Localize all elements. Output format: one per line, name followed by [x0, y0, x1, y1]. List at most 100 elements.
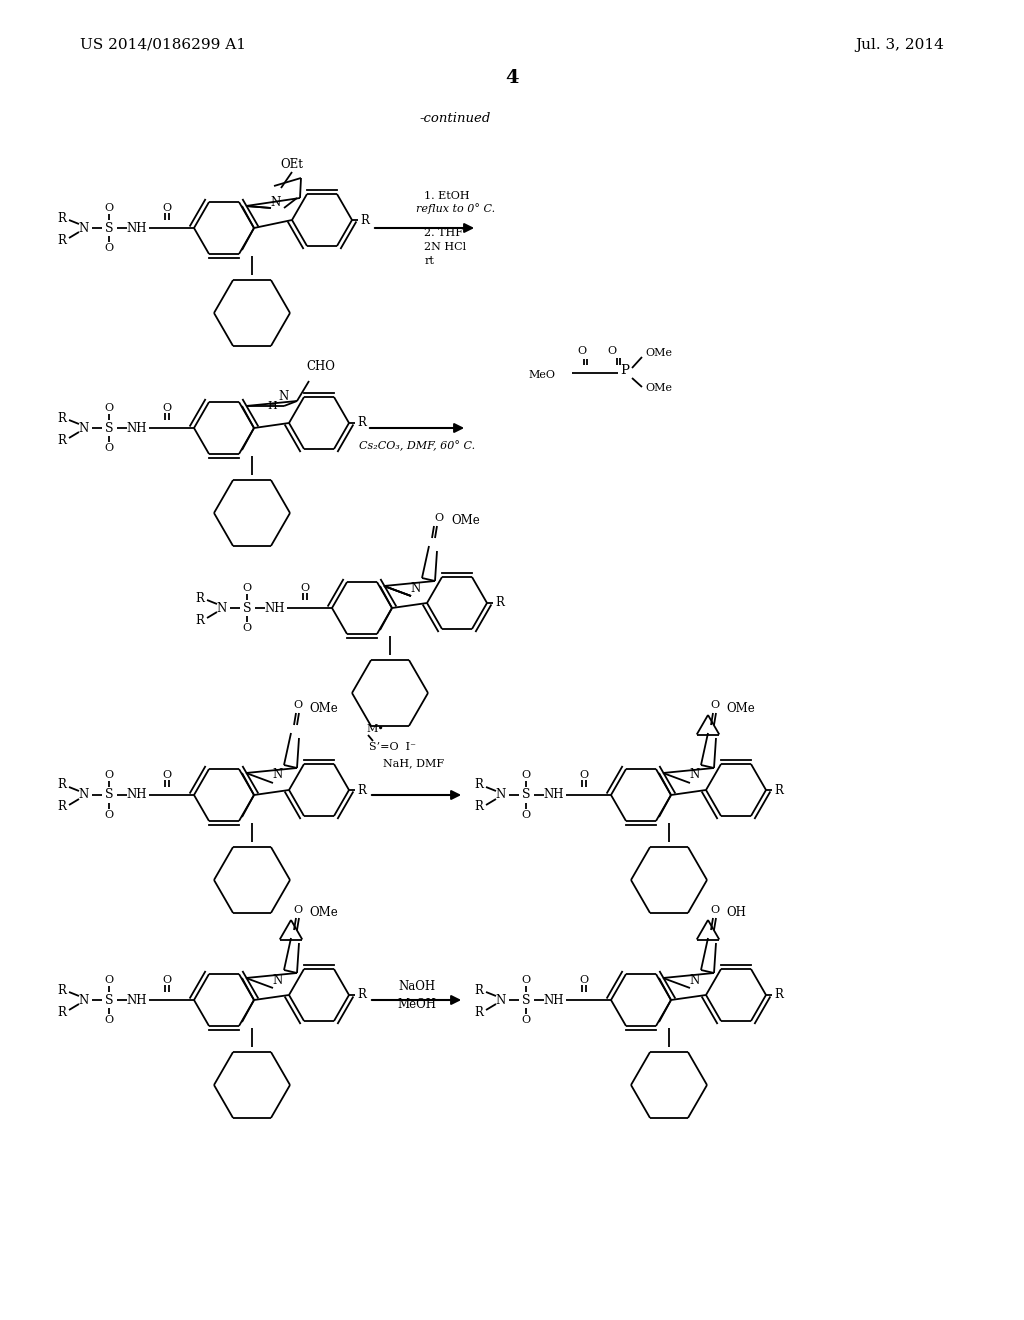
Text: N: N	[272, 974, 283, 986]
Text: R: R	[474, 983, 483, 997]
Text: N: N	[272, 768, 283, 781]
Text: O: O	[710, 700, 719, 710]
Text: 1. EtOH: 1. EtOH	[425, 191, 470, 201]
Text: O: O	[104, 403, 114, 413]
Text: NH: NH	[127, 222, 147, 235]
Text: OEt: OEt	[281, 158, 303, 172]
Text: N: N	[690, 768, 700, 781]
Text: MeOH: MeOH	[397, 998, 436, 1011]
Text: N: N	[79, 994, 89, 1006]
Text: O: O	[607, 346, 616, 356]
Text: S’=O  I⁻: S’=O I⁻	[369, 742, 416, 752]
Text: R: R	[474, 779, 483, 792]
Text: rt: rt	[425, 256, 434, 267]
Text: NaOH: NaOH	[398, 979, 435, 993]
Text: Cs₂CO₃, DMF, 60° C.: Cs₂CO₃, DMF, 60° C.	[359, 441, 475, 451]
Text: N: N	[79, 222, 89, 235]
Text: R: R	[774, 989, 783, 1002]
Text: US 2014/0186299 A1: US 2014/0186299 A1	[80, 38, 246, 51]
Text: N: N	[79, 788, 89, 801]
Text: OMe: OMe	[309, 701, 338, 714]
Text: S: S	[522, 788, 530, 801]
Text: Jul. 3, 2014: Jul. 3, 2014	[855, 38, 944, 51]
Text: O: O	[243, 583, 252, 593]
Text: R: R	[57, 433, 67, 446]
Text: O: O	[293, 700, 302, 710]
Text: O: O	[293, 906, 302, 915]
Text: O: O	[104, 770, 114, 780]
Text: NH: NH	[127, 421, 147, 434]
Text: N: N	[217, 602, 227, 615]
Text: R: R	[57, 234, 67, 247]
Text: O: O	[521, 975, 530, 985]
Text: O: O	[300, 583, 309, 593]
Text: R: R	[57, 1006, 67, 1019]
Text: O: O	[104, 444, 114, 453]
Text: NH: NH	[127, 994, 147, 1006]
Text: O: O	[163, 770, 172, 780]
Text: N: N	[496, 994, 506, 1006]
Text: R: R	[474, 800, 483, 813]
Text: O: O	[243, 623, 252, 634]
Text: R: R	[357, 784, 366, 796]
Text: O: O	[104, 1015, 114, 1026]
Text: O: O	[580, 770, 589, 780]
Text: S: S	[243, 602, 251, 615]
Text: OMe: OMe	[309, 907, 338, 920]
Text: MeO: MeO	[528, 370, 555, 380]
Text: O: O	[104, 810, 114, 820]
Text: OMe: OMe	[726, 701, 755, 714]
Text: P: P	[621, 364, 630, 378]
Text: N: N	[690, 974, 700, 986]
Text: -continued: -continued	[420, 111, 492, 124]
Text: reflux to 0° C.: reflux to 0° C.	[417, 203, 496, 214]
Text: OH: OH	[726, 907, 745, 920]
Text: N: N	[79, 421, 89, 434]
Text: R: R	[196, 591, 205, 605]
Text: NaH, DMF: NaH, DMF	[383, 758, 444, 768]
Text: S: S	[104, 788, 114, 801]
Text: R: R	[57, 800, 67, 813]
Text: O: O	[521, 770, 530, 780]
Text: NH: NH	[544, 994, 564, 1006]
Text: O: O	[104, 975, 114, 985]
Text: R: R	[495, 597, 504, 610]
Text: O: O	[434, 513, 443, 523]
Text: 2N HCl: 2N HCl	[425, 242, 467, 252]
Text: R: R	[360, 214, 369, 227]
Text: R: R	[57, 211, 67, 224]
Text: 4: 4	[505, 69, 519, 87]
Text: O: O	[163, 975, 172, 985]
Text: R: R	[57, 412, 67, 425]
Text: R: R	[196, 614, 205, 627]
Text: O: O	[104, 243, 114, 253]
Text: S: S	[104, 994, 114, 1006]
Text: OMe: OMe	[645, 383, 672, 393]
Text: R: R	[357, 989, 366, 1002]
Text: N: N	[411, 582, 421, 594]
Text: R: R	[57, 983, 67, 997]
Text: H: H	[267, 401, 276, 411]
Text: CHO: CHO	[306, 359, 335, 372]
Text: O: O	[710, 906, 719, 915]
Text: N: N	[496, 788, 506, 801]
Text: R: R	[474, 1006, 483, 1019]
Text: O: O	[104, 203, 114, 213]
Text: N: N	[271, 197, 282, 210]
Text: O: O	[163, 403, 172, 413]
Text: N: N	[279, 389, 289, 403]
Text: O: O	[521, 1015, 530, 1026]
Text: NH: NH	[544, 788, 564, 801]
Text: M•: M•	[366, 723, 384, 734]
Text: R: R	[57, 779, 67, 792]
Text: O: O	[580, 975, 589, 985]
Text: OMe: OMe	[645, 348, 672, 358]
Text: NH: NH	[127, 788, 147, 801]
Text: O: O	[578, 346, 587, 356]
Text: S: S	[522, 994, 530, 1006]
Text: S: S	[104, 421, 114, 434]
Text: NH: NH	[265, 602, 286, 615]
Text: R: R	[357, 417, 366, 429]
Text: S: S	[104, 222, 114, 235]
Text: O: O	[521, 810, 530, 820]
